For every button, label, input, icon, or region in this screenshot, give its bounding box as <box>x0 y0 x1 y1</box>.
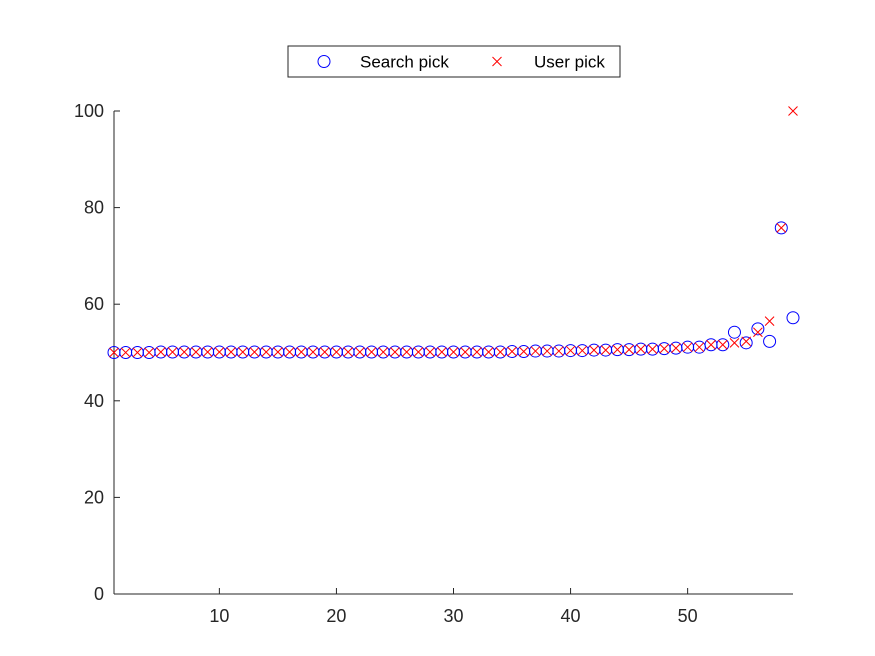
data-point-circle <box>739 336 753 350</box>
data-point-x <box>308 347 318 357</box>
data-point-x <box>191 347 201 357</box>
data-point-x <box>600 345 611 355</box>
data-point-circle <box>763 334 777 348</box>
data-point-x <box>624 344 634 355</box>
data-point-x <box>343 347 353 357</box>
data-point-x <box>682 342 693 353</box>
data-point-x <box>425 347 435 357</box>
data-point-x <box>577 345 588 356</box>
data-point-x <box>542 346 553 356</box>
data-point-x <box>589 345 599 355</box>
data-point-x <box>155 347 166 357</box>
data-point-x <box>273 347 283 357</box>
x-tick-label: 20 <box>326 606 346 626</box>
plot-area <box>107 106 800 359</box>
data-point-x <box>109 347 119 358</box>
data-point-x <box>729 337 740 348</box>
data-point-x <box>659 343 670 354</box>
data-point-x <box>249 347 260 357</box>
data-point-circle <box>786 311 800 325</box>
y-tick-label: 20 <box>84 487 104 507</box>
data-point-x <box>706 339 716 350</box>
data-point-x <box>554 346 564 356</box>
data-point-x <box>202 347 213 357</box>
data-point-x <box>296 347 307 357</box>
series-search-pick <box>107 221 800 359</box>
legend-label: User pick <box>534 53 605 72</box>
data-point-x <box>261 347 272 357</box>
y-tick-label: 80 <box>84 198 104 218</box>
data-point-x <box>472 347 482 357</box>
data-point-x <box>460 347 471 357</box>
data-point-x <box>448 347 459 357</box>
x-tick-label: 40 <box>561 606 581 626</box>
data-point-x <box>717 339 728 350</box>
data-point-x <box>518 346 529 357</box>
data-point-x <box>144 347 154 358</box>
data-point-x <box>635 344 646 354</box>
x-tick-label: 10 <box>209 606 229 626</box>
data-point-x <box>284 347 295 357</box>
data-point-x <box>331 347 342 357</box>
data-point-x <box>495 347 506 357</box>
legend: Search pick User pick <box>287 45 621 78</box>
data-point-x <box>378 347 389 357</box>
data-point-x <box>776 223 787 233</box>
data-point-x <box>237 347 248 357</box>
legend-box <box>287 45 621 78</box>
data-point-x <box>764 316 775 326</box>
series-user-pick <box>109 106 798 358</box>
data-point-circle <box>774 221 788 235</box>
data-point-x <box>401 347 412 357</box>
data-point-x <box>354 347 365 357</box>
y-tick-label: 0 <box>94 584 104 604</box>
data-point-x <box>319 347 330 357</box>
data-point-x <box>390 347 400 357</box>
data-point-x <box>741 336 752 347</box>
data-point-x <box>694 342 705 353</box>
data-point-x <box>120 347 131 358</box>
legend-marker-circle <box>317 55 331 68</box>
y-tick-label: 60 <box>84 294 104 314</box>
data-point-x <box>788 106 798 116</box>
data-point-x <box>647 344 658 354</box>
data-point-x <box>530 346 541 356</box>
data-point-x <box>226 347 236 357</box>
axes: 10 20 30 40 50 0 20 40 60 80 100 <box>74 101 793 626</box>
data-point-x <box>132 347 143 358</box>
legend-label: Search pick <box>360 53 449 72</box>
data-point-circle <box>727 325 741 339</box>
data-point-x <box>179 347 190 357</box>
legend-marker-x <box>492 56 502 67</box>
data-point-x <box>167 347 178 357</box>
data-point-x <box>413 347 424 357</box>
data-point-x <box>671 343 681 354</box>
y-tick-label: 40 <box>84 391 104 411</box>
x-tick-label: 50 <box>678 606 698 626</box>
data-point-x <box>366 347 377 357</box>
data-point-x <box>753 327 763 338</box>
data-point-x <box>507 346 517 357</box>
data-point-circle <box>716 338 730 352</box>
data-point-x <box>483 347 494 357</box>
data-point-circle <box>751 322 765 336</box>
data-point-x <box>565 345 576 356</box>
y-tick-label: 100 <box>74 101 104 121</box>
data-point-x <box>214 347 225 357</box>
x-tick-label: 30 <box>443 606 463 626</box>
data-point-x <box>436 347 447 357</box>
data-point-x <box>612 344 623 355</box>
